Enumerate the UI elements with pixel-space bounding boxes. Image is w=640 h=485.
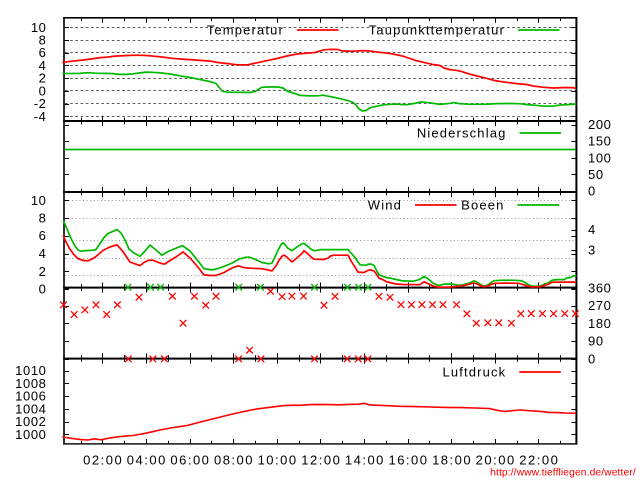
- svg-text:22:00: 22:00: [519, 452, 559, 467]
- svg-text:16:00: 16:00: [388, 452, 428, 467]
- svg-text:1004: 1004: [15, 401, 46, 416]
- svg-text:10: 10: [31, 20, 47, 35]
- svg-text:0: 0: [39, 83, 47, 98]
- svg-text:90: 90: [588, 334, 604, 349]
- svg-text:10: 10: [31, 193, 47, 208]
- svg-text:1000: 1000: [15, 427, 46, 442]
- svg-text:-4: -4: [34, 109, 47, 124]
- svg-text:Taupunkttemperatur: Taupunkttemperatur: [369, 23, 505, 38]
- svg-text:200: 200: [588, 117, 612, 132]
- svg-text:Boeen: Boeen: [461, 198, 504, 213]
- svg-text:06:00: 06:00: [170, 452, 210, 467]
- svg-text:270: 270: [588, 298, 612, 313]
- svg-text:http://www.tieffliegen.de/wett: http://www.tieffliegen.de/wetter/: [490, 467, 636, 478]
- svg-text:1010: 1010: [15, 363, 46, 378]
- svg-text:180: 180: [588, 316, 612, 331]
- svg-text:100: 100: [588, 150, 612, 165]
- svg-text:20:00: 20:00: [476, 452, 516, 467]
- svg-text:50: 50: [588, 167, 604, 182]
- svg-text:6: 6: [39, 228, 47, 243]
- svg-text:Wind: Wind: [368, 198, 402, 213]
- svg-text:360: 360: [588, 280, 612, 295]
- svg-text:1002: 1002: [15, 414, 46, 429]
- svg-text:-2: -2: [34, 96, 47, 111]
- svg-text:Niederschlag: Niederschlag: [417, 126, 507, 141]
- svg-text:1006: 1006: [15, 389, 46, 404]
- svg-text:150: 150: [588, 134, 612, 149]
- svg-text:2: 2: [39, 71, 47, 86]
- svg-text:2: 2: [39, 264, 47, 279]
- svg-text:6: 6: [39, 45, 47, 60]
- svg-text:0: 0: [588, 351, 596, 366]
- svg-text:04:00: 04:00: [127, 452, 167, 467]
- svg-text:3: 3: [588, 242, 596, 257]
- svg-text:10:00: 10:00: [258, 452, 298, 467]
- svg-text:4: 4: [588, 222, 596, 237]
- svg-text:8: 8: [39, 33, 47, 48]
- svg-text:14:00: 14:00: [345, 452, 385, 467]
- svg-text:4: 4: [39, 246, 47, 261]
- svg-text:0: 0: [39, 282, 47, 297]
- svg-text:08:00: 08:00: [214, 452, 254, 467]
- svg-text:12:00: 12:00: [301, 452, 341, 467]
- svg-text:02:00: 02:00: [83, 452, 123, 467]
- svg-text:4: 4: [39, 58, 47, 73]
- svg-text:Temperatur: Temperatur: [207, 23, 284, 38]
- svg-text:8: 8: [39, 211, 47, 226]
- svg-text:Luftdruck: Luftdruck: [442, 365, 506, 380]
- svg-text:0: 0: [588, 184, 596, 199]
- svg-text:1008: 1008: [15, 376, 46, 391]
- svg-text:18:00: 18:00: [432, 452, 472, 467]
